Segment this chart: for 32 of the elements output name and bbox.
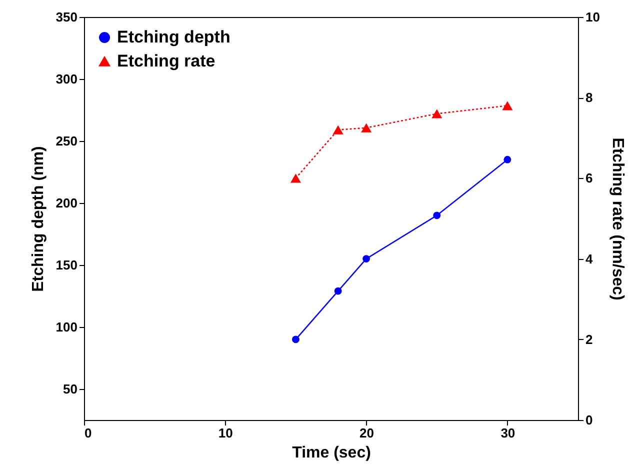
y2-tick-label: 4 [586, 251, 594, 266]
x-tick-label: 20 [360, 426, 374, 440]
point [332, 125, 344, 134]
legend-label: Etching depth [117, 28, 230, 46]
y-tick-label: 250 [56, 134, 78, 148]
y-tick-label: 50 [63, 382, 78, 396]
point [290, 174, 301, 183]
y2-tick-label: 0 [586, 412, 593, 428]
y-axis-title: Etching depth (nm) [30, 146, 47, 292]
point [433, 212, 441, 220]
point [361, 123, 372, 132]
y2-tick-label: 2 [586, 332, 593, 347]
point [504, 156, 512, 164]
point [334, 287, 342, 295]
y-tick-label: 200 [56, 196, 78, 210]
y-tick-label: 350 [56, 10, 78, 24]
y-tick-label: 150 [56, 258, 78, 272]
y-tick-label: 300 [56, 72, 78, 86]
point [292, 336, 300, 344]
x-tick-label: 30 [500, 426, 516, 440]
x-tick-label: 0 [84, 426, 92, 440]
y2-tick-label: 10 [586, 10, 600, 24]
legend-label: Etching rate [117, 52, 216, 70]
point [432, 109, 442, 118]
y2-tick-label: 6 [586, 170, 593, 186]
point [502, 101, 513, 110]
y-tick-label: 100 [56, 320, 78, 334]
y2-axis-title: Etching rate (nm/sec) [608, 138, 626, 300]
y2-tick-label: 8 [586, 90, 593, 106]
point [362, 255, 370, 262]
x-axis-title: Time (sec) [292, 444, 371, 462]
x-tick-label: 10 [218, 426, 233, 440]
